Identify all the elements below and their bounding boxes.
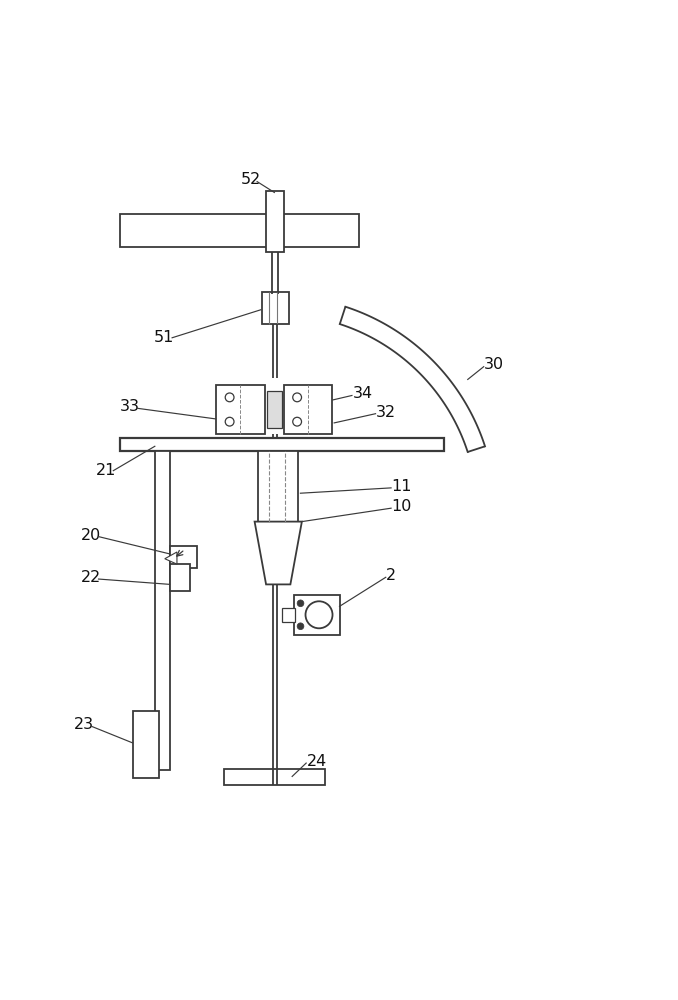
Bar (258, 451, 298, 522)
Text: 22: 22 (81, 570, 101, 585)
Bar (216, 385, 264, 434)
Text: 10: 10 (392, 499, 412, 514)
Bar (294, 595, 340, 635)
Bar (266, 391, 281, 428)
Text: 30: 30 (484, 357, 504, 372)
Bar (155, 451, 170, 770)
Bar (283, 385, 332, 434)
Text: 11: 11 (392, 479, 412, 494)
Bar (262, 292, 289, 324)
Text: 34: 34 (353, 386, 373, 401)
Bar (133, 711, 159, 778)
Bar (224, 769, 325, 785)
Text: 24: 24 (306, 754, 327, 769)
Text: 2: 2 (386, 568, 397, 583)
Text: 21: 21 (96, 463, 117, 478)
Text: 32: 32 (376, 405, 396, 420)
Text: 33: 33 (119, 399, 140, 414)
Polygon shape (255, 522, 302, 584)
Circle shape (297, 600, 304, 607)
Bar (119, 438, 443, 451)
Bar (170, 546, 197, 568)
Circle shape (297, 623, 304, 630)
Bar (281, 608, 295, 622)
Bar (119, 214, 359, 247)
Polygon shape (165, 552, 177, 564)
Bar (170, 564, 191, 591)
Bar (266, 191, 283, 252)
Text: 20: 20 (81, 528, 101, 543)
Text: 52: 52 (241, 172, 261, 187)
Text: 23: 23 (75, 717, 94, 732)
Text: 51: 51 (153, 330, 174, 345)
